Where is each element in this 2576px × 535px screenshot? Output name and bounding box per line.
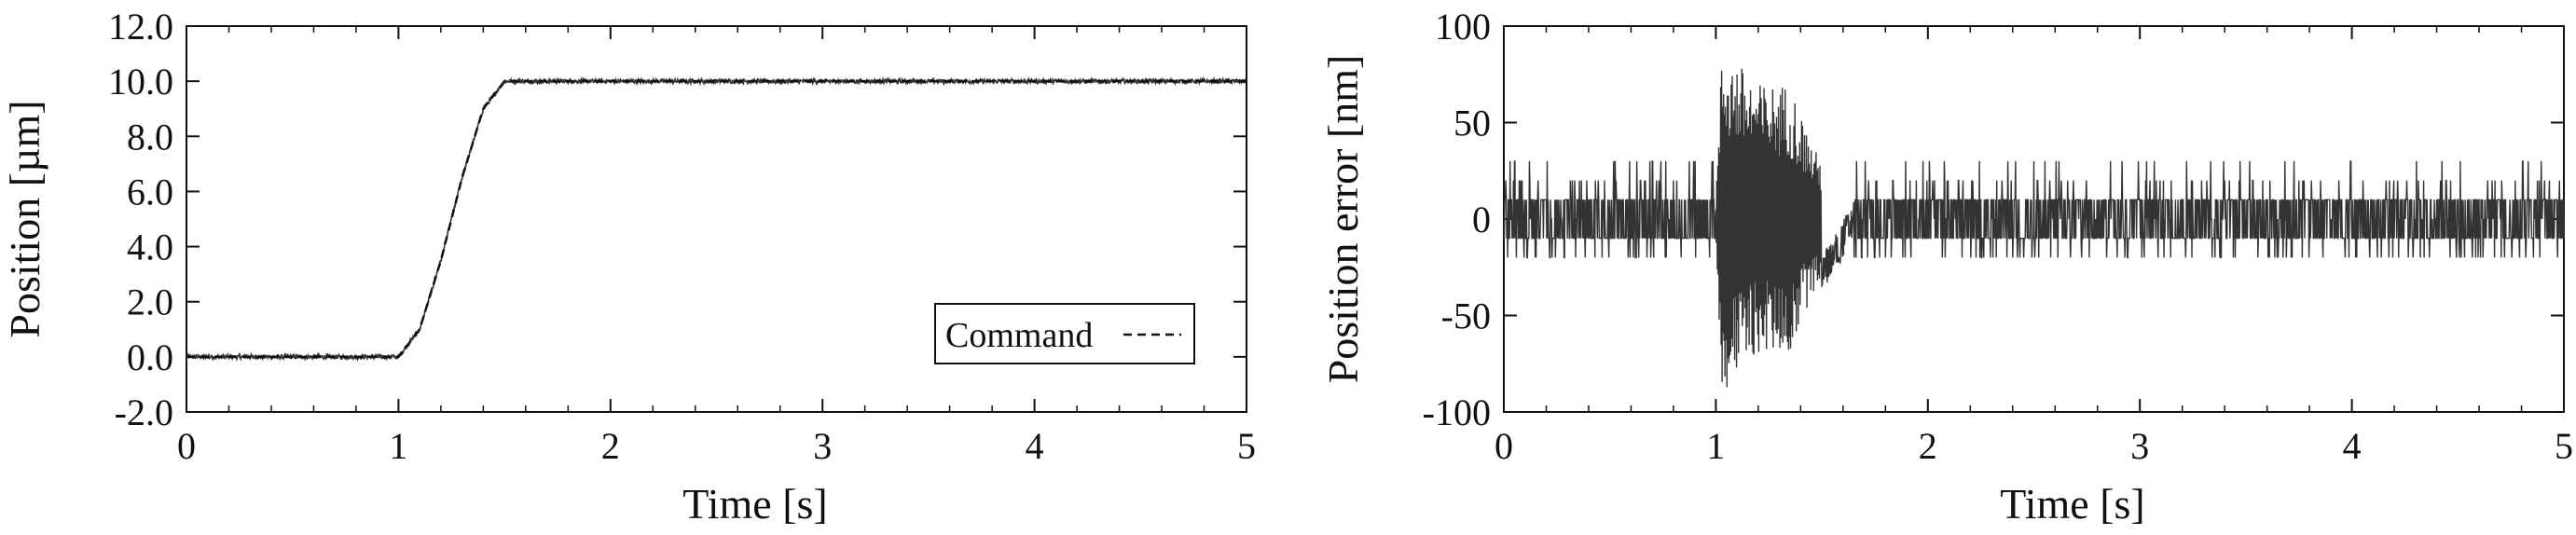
legend-label-command: Command: [945, 316, 1093, 355]
y-tick-label: 8.0: [127, 116, 173, 158]
error-x-axis-title: Time [s]: [2000, 480, 2145, 528]
y-tick-label: 6.0: [127, 171, 173, 213]
x-tick-label: 4: [2343, 425, 2362, 467]
position-axis-ticks: 0 1 2 3 4 5 -2.0 0.0 2.0 4.0 6.0 8.0 10.0 12.0: [108, 6, 1256, 467]
position-error-line: [1503, 68, 2565, 388]
x-tick-label: 4: [1026, 425, 1044, 467]
x-tick-label: 5: [1237, 425, 1256, 467]
x-tick-label: 3: [2130, 425, 2149, 467]
error-y-axis-title: Position error [nm]: [1319, 55, 1367, 384]
legend: Command: [934, 303, 1195, 364]
y-tick-label: 50: [1453, 103, 1491, 144]
measured-position-line: [186, 75, 1247, 363]
y-tick-label: -50: [1441, 295, 1491, 337]
error-axis-ticks: 0 1 2 3 4 5 -100 -50 0 50 100: [1423, 6, 2573, 467]
x-tick-label: 3: [813, 425, 832, 467]
y-tick-label: 10.0: [108, 61, 173, 103]
x-tick-label: 5: [2555, 425, 2573, 467]
position-chart: 0 1 2 3 4 5 -2.0 0.0 2.0 4.0 6.0 8.0 10.0 12.0 Time […: [1, 6, 1256, 528]
position-error-chart: 0 1 2 3 4 5 -100 -50 0 50 100 Time [s] Position er…: [1319, 6, 2573, 528]
x-tick-label: 2: [1919, 425, 1937, 467]
y-tick-label: -100: [1423, 391, 1491, 433]
y-tick-label: 12.0: [108, 6, 173, 48]
x-tick-label: 2: [601, 425, 620, 467]
y-tick-label: 4.0: [127, 226, 173, 268]
y-tick-label: 2.0: [127, 281, 173, 323]
y-tick-label: -2.0: [115, 391, 173, 433]
y-tick-label: 0.0: [127, 336, 173, 378]
position-series: [186, 75, 1247, 363]
x-tick-label: 0: [177, 425, 196, 467]
position-y-axis-title: Position [µm]: [1, 100, 48, 337]
position-x-axis-title: Time [s]: [682, 480, 828, 528]
x-tick-label: 1: [389, 425, 407, 467]
y-tick-label: 100: [1435, 6, 1491, 48]
x-tick-label: 1: [1706, 425, 1725, 467]
position-plot-frame: [186, 25, 1247, 413]
legend-box: [934, 303, 1195, 364]
x-tick-label: 0: [1495, 425, 1513, 467]
y-tick-label: 0: [1472, 199, 1491, 240]
error-series: [1503, 68, 2565, 388]
